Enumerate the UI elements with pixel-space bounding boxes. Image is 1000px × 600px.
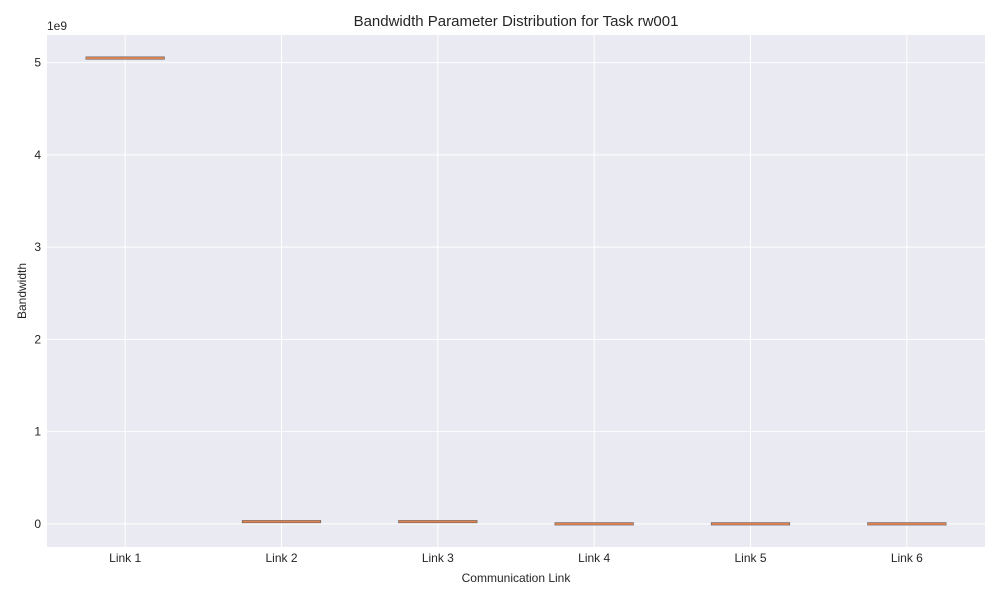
x-tick-label: Link 5 xyxy=(734,551,766,565)
y-axis-offset-text: 1e9 xyxy=(47,19,67,33)
y-tick-label: 4 xyxy=(34,148,41,162)
plot-area xyxy=(47,35,985,547)
chart-title: Bandwidth Parameter Distribution for Tas… xyxy=(354,13,679,30)
y-tick-label: 5 xyxy=(34,56,41,70)
grid-lines xyxy=(47,35,985,547)
boxes xyxy=(85,56,947,526)
y-axis-label: Bandwidth xyxy=(15,263,29,319)
x-axis-label: Communication Link xyxy=(462,571,572,585)
y-tick-label: 2 xyxy=(34,332,41,346)
y-tick-label: 3 xyxy=(34,240,41,254)
tick-labels: 0 1 2 3 4 5 Link 1 Link 2 Link 3 Link 4 Link 5 Link… xyxy=(34,56,923,565)
y-tick-label: 1 xyxy=(34,425,41,439)
x-tick-label: Link 6 xyxy=(891,551,923,565)
x-tick-label: Link 2 xyxy=(265,551,297,565)
x-tick-label: Link 3 xyxy=(422,551,454,565)
x-tick-label: Link 1 xyxy=(109,551,141,565)
y-tick-label: 0 xyxy=(34,517,41,531)
x-tick-label: Link 4 xyxy=(578,551,610,565)
